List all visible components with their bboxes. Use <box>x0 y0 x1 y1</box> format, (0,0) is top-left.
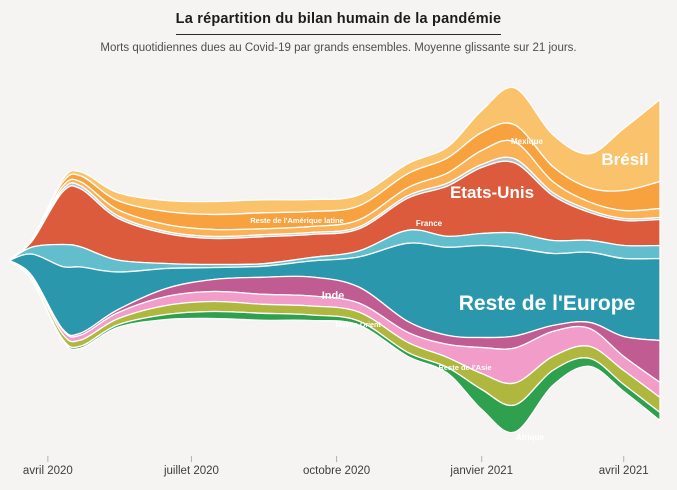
stream-label-bresil: Brésil <box>601 150 648 169</box>
x-axis-label: avril 2020 <box>23 465 73 477</box>
stream-label-afrique: Afrique <box>516 433 545 442</box>
page-subtitle: Morts quotidiennes dues au Covid-19 par … <box>100 42 577 54</box>
x-axis-label: avril 2021 <box>599 465 649 477</box>
stream-label-france: France <box>416 219 443 228</box>
stream-label-inde: Inde <box>322 290 345 302</box>
x-axis-label: janvier 2021 <box>449 465 513 477</box>
stream-label-reste-de-l-europe: Reste de l'Europe <box>459 292 636 315</box>
chart-header: La répartition du bilan humain de la pan… <box>0 0 677 70</box>
page-title: La répartition du bilan humain de la pan… <box>175 11 502 35</box>
stream-label-etats-unis: Etats-Unis <box>450 183 534 202</box>
stream-label-moyen-orient: Moyen-Orient <box>335 322 381 329</box>
stream-label-mexique: Mexique <box>511 137 544 146</box>
stream-label-reste-de-l-asie: Reste de l'Asie <box>438 363 491 372</box>
x-axis-label: octobre 2020 <box>303 465 370 477</box>
stream-label-reste-amerique-latine: Reste de l'Amérique latine <box>250 216 343 225</box>
streamgraph: Brésil Reste de l'Amérique latine Mexique E… <box>9 86 661 477</box>
streamgraph-container: Brésil Reste de l'Amérique latine Mexique E… <box>0 70 677 482</box>
x-axis-label: juillet 2020 <box>163 465 219 477</box>
stream-layer-afrique[interactable] <box>9 260 661 434</box>
